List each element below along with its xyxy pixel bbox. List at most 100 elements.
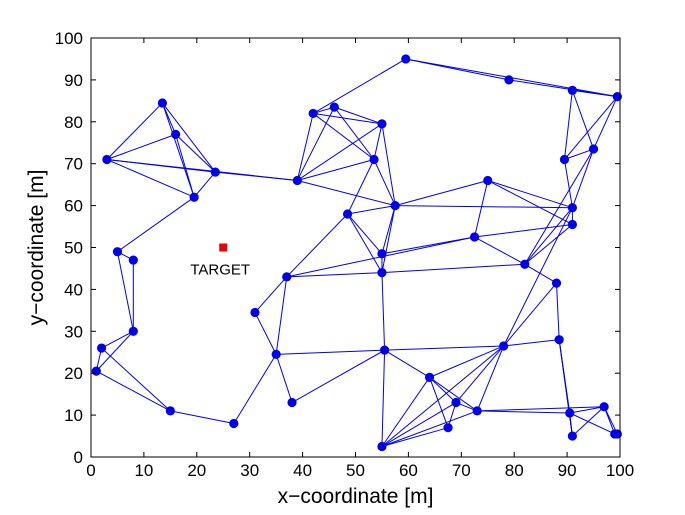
sensor-node <box>282 272 292 282</box>
network-edge <box>106 159 298 181</box>
network-edge <box>381 123 396 206</box>
sensor-node <box>292 175 302 186</box>
network-edge <box>381 345 504 447</box>
network-edge <box>276 349 385 355</box>
y-tick-label: 10 <box>64 406 83 425</box>
network-edge <box>558 339 573 437</box>
sensor-node <box>520 259 530 269</box>
network-edge <box>161 102 195 198</box>
sensor-node <box>443 423 453 433</box>
network-edge <box>347 213 383 273</box>
sensor-node <box>472 406 482 416</box>
sensor-node <box>128 255 138 265</box>
network-edge <box>254 276 288 313</box>
network-edge <box>381 427 449 448</box>
network-edge <box>106 133 176 160</box>
sensor-node <box>271 349 281 359</box>
network-edge <box>503 207 573 347</box>
sensor-node <box>504 75 514 85</box>
x-tick-label: 90 <box>558 461 577 480</box>
y-tick-label: 70 <box>64 155 83 174</box>
y-tick-label: 100 <box>55 29 83 48</box>
network-edge <box>429 377 449 428</box>
network-edge <box>193 171 216 198</box>
network-edge <box>296 106 335 181</box>
network-edge <box>524 263 557 284</box>
network-edge <box>175 134 195 198</box>
sensor-node <box>599 402 609 412</box>
y-tick-label: 30 <box>64 322 83 341</box>
sensor-node <box>165 406 175 416</box>
sensor-node <box>567 219 577 230</box>
network-edge <box>571 90 595 150</box>
network-edge <box>233 354 277 424</box>
sensor-node <box>424 372 435 382</box>
network-edge <box>286 213 348 278</box>
x-tick-label: 20 <box>187 461 206 480</box>
sensor-node <box>567 203 577 213</box>
network-edge <box>381 263 525 274</box>
network-edge <box>313 112 383 125</box>
network-edge <box>455 345 505 403</box>
network-edge <box>286 272 382 278</box>
network-edge <box>275 354 293 403</box>
nodes-layer <box>91 54 622 452</box>
network-edge <box>101 330 134 349</box>
network-edge <box>563 90 573 160</box>
sensor-node <box>559 154 570 165</box>
network-edge <box>296 113 314 181</box>
network-edge <box>477 410 570 414</box>
sensor-node <box>157 98 168 108</box>
network-edge <box>569 406 605 414</box>
sensor-node <box>210 167 220 177</box>
sensor-node <box>612 92 622 102</box>
network-edge <box>429 376 478 412</box>
sensor-node <box>91 366 101 376</box>
network-edge <box>384 345 504 351</box>
x-tick-label: 60 <box>399 461 418 480</box>
x-tick-label: 70 <box>452 461 471 480</box>
network-edge <box>381 410 478 447</box>
x-tick-label: 0 <box>86 461 95 480</box>
target-label: TARGET <box>190 262 250 279</box>
network-edge <box>334 106 383 125</box>
network-edge <box>503 282 557 347</box>
network-edge <box>474 180 489 238</box>
y-axis-label: y−coordinate [m] <box>25 170 48 326</box>
network-edge <box>381 377 430 447</box>
x-axis-label: x−coordinate [m] <box>278 485 434 508</box>
x-tick-label: 40 <box>293 461 312 480</box>
network-edge <box>291 349 385 403</box>
network-edge <box>429 377 457 403</box>
network-edge <box>474 236 526 265</box>
network-edge <box>381 205 396 273</box>
network-edge <box>564 148 594 160</box>
network-edge <box>524 148 594 265</box>
sensor-node <box>377 119 387 129</box>
network-edge <box>170 410 234 424</box>
network-edge <box>106 159 195 198</box>
y-tick-label: 20 <box>64 364 83 383</box>
y-tick-label: 90 <box>64 71 83 90</box>
network-edge <box>429 345 504 378</box>
sensor-node <box>377 441 387 452</box>
sensor-node <box>567 85 577 95</box>
network-edge <box>395 205 573 209</box>
network-edge <box>373 159 396 206</box>
sensor-node <box>499 341 509 351</box>
network-edge <box>175 134 216 173</box>
y-tick-label: 50 <box>64 239 83 258</box>
sensor-node <box>401 54 411 64</box>
sensor-node <box>171 129 181 139</box>
network-edge <box>564 96 618 160</box>
network-edge <box>593 96 618 150</box>
network-edge <box>474 223 573 238</box>
sensor-node <box>451 397 461 408</box>
sensor-node <box>377 249 387 259</box>
sensor-node <box>554 335 564 345</box>
network-edge <box>312 58 407 114</box>
network-edge <box>297 159 375 181</box>
sensor-node <box>287 397 297 408</box>
network-edge <box>373 123 383 160</box>
